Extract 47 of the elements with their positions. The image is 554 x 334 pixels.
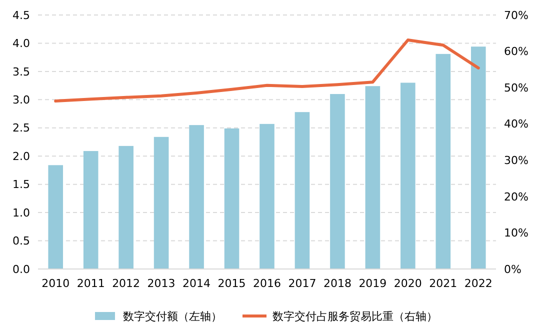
bar (436, 54, 451, 269)
bar (48, 165, 64, 269)
x-tick-label: 2016 (253, 277, 281, 290)
x-tick-label: 2018 (323, 277, 352, 290)
bar (470, 46, 486, 269)
bar (189, 125, 204, 269)
bar (224, 128, 240, 269)
y-tick-label: 3.5 (12, 65, 30, 78)
bar (118, 146, 134, 269)
bar (330, 94, 345, 269)
y-tick-label: 2.5 (12, 122, 30, 135)
x-tick-label: 2019 (358, 277, 387, 290)
x-tick-label: 2020 (394, 277, 422, 290)
x-tick-label: 2010 (42, 277, 70, 290)
bar (294, 112, 310, 269)
y2-tick-label: 40% (504, 118, 528, 131)
x-tick-label: 2012 (112, 277, 140, 290)
y-tick-label: 4.5 (12, 8, 30, 22)
line-series (54, 38, 480, 102)
y2-tick-label: 20% (504, 190, 528, 204)
x-tick-label: 2022 (464, 277, 492, 290)
y2-tick-label: 60% (504, 45, 528, 58)
x-tick-label: 2011 (76, 277, 105, 290)
y2-tick-label: 30% (504, 154, 528, 167)
legend-label: 数字交付占服务贸易比重（右轴） (272, 310, 438, 323)
y-tick-label: 3.0 (12, 94, 30, 107)
bar (154, 136, 169, 269)
bar (365, 86, 380, 269)
y-tick-label: 1.5 (12, 178, 30, 192)
x-tick-label: 2015 (218, 277, 246, 290)
x-tick-label: 2013 (147, 277, 176, 290)
x-tick-label: 2017 (288, 277, 316, 290)
y-tick-label: 1.0 (12, 206, 30, 220)
bar (83, 151, 98, 269)
y2-tick-label: 70% (504, 8, 528, 22)
legend-label: 数字交付额（左轴） (123, 310, 222, 323)
bar (260, 124, 274, 269)
y2-tick-label: 50% (504, 81, 528, 94)
y-tick-label: 4.0 (12, 37, 30, 50)
y-tick-label: 0.0 (12, 262, 30, 276)
x-tick-label: 2021 (429, 277, 458, 290)
y2-tick-label: 10% (504, 226, 528, 240)
y-tick-label: 0.5 (12, 234, 30, 248)
bar (400, 82, 416, 269)
x-tick-label: 2014 (182, 277, 211, 290)
y-tick-label: 2.0 (12, 150, 30, 163)
y2-tick-label: 0% (504, 262, 522, 276)
